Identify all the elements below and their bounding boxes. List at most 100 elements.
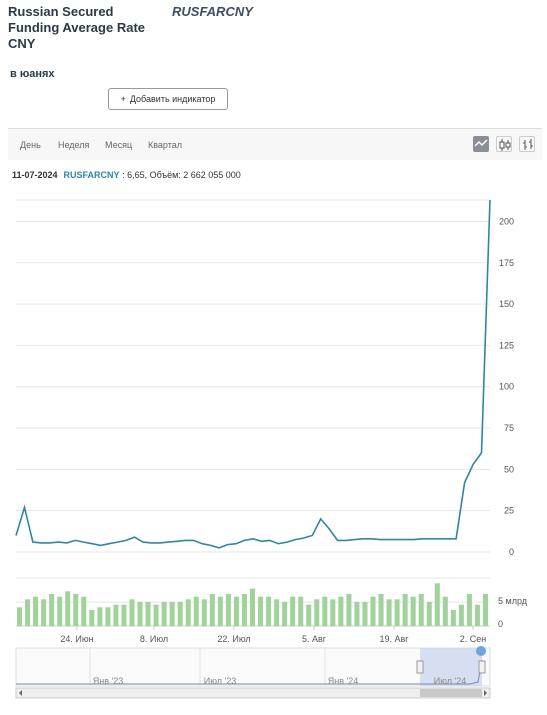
volume-bar [25, 599, 31, 626]
volume-bar [434, 583, 440, 626]
volume-bar [233, 596, 239, 626]
volume-bar [129, 599, 135, 626]
ohlc-bars-icon[interactable] [519, 136, 535, 152]
price-grid: 0 25 50 75 100 125 150 175 200 [16, 199, 514, 557]
scroll-right-icon [484, 690, 487, 696]
timeframe-week[interactable]: Неделя [58, 140, 90, 150]
volume-bar [121, 604, 127, 626]
volume-bar [282, 602, 288, 626]
volume-bar [306, 604, 312, 626]
navigator-frame [15, 647, 491, 687]
volume-bar [442, 596, 448, 626]
add-indicator-button[interactable]: + Добавить индикатор [108, 88, 228, 110]
ticker-symbol: RUSFARCNY [172, 4, 253, 19]
readout-date: 11-07-2024 [12, 170, 58, 180]
volume-bar [450, 610, 456, 626]
x-axis: 24. Июн 8. Июл 22. Июл 5. Авг 19. Авг 2. Сен [60, 626, 486, 644]
navigator-label: Янв '23 [93, 676, 123, 686]
volume-bar [81, 596, 87, 626]
volume-bar [145, 602, 151, 626]
volume-bar [17, 607, 23, 626]
timeframe-day[interactable]: День [20, 140, 41, 150]
navigator-left-handle[interactable] [416, 660, 424, 674]
navigator-selection [420, 648, 482, 686]
page-title: Russian Secured Funding Average Rate CNY [8, 4, 146, 51]
y-tick-label: 200 [499, 216, 514, 226]
price-line-group [15, 199, 491, 549]
timeframe-month[interactable]: Месяц [105, 140, 133, 150]
timeframe-quarter[interactable]: Квартал [148, 140, 183, 150]
volume-bar [354, 602, 360, 626]
currency-subtitle: в юанях [10, 68, 55, 80]
volume-bar [298, 596, 304, 626]
volume-bar [249, 588, 256, 626]
navigator-right-handle[interactable] [478, 660, 486, 674]
volume-bar [193, 596, 199, 626]
volume-bar [330, 599, 336, 626]
candlestick-icon[interactable] [496, 136, 512, 152]
data-point-readout: 11-07-2024 RUSFARCNY : 6,65, Объём: 2 662… [12, 170, 241, 180]
scrollbar-thumb[interactable] [420, 689, 482, 697]
price-series-line [15, 199, 491, 549]
navigator: Янв '23 Июл '23 Янв '24 Июл '24 [15, 646, 491, 699]
volume-bar [258, 596, 264, 626]
volume-bar [169, 602, 175, 626]
line-chart-icon[interactable] [473, 136, 489, 152]
volume-bar [378, 594, 384, 626]
volume-bar [153, 604, 159, 626]
x-tick-label: 19. Авг [379, 634, 409, 644]
volume-bar [41, 599, 47, 626]
volume-bar [314, 599, 320, 626]
chart-toolbar: День Неделя Месяц Квартал [8, 128, 542, 160]
volume-bar [241, 594, 247, 626]
volume-bar [362, 602, 368, 626]
volume-bar [65, 591, 71, 626]
navigator-reset-icon[interactable] [476, 646, 486, 656]
volume-bar [322, 596, 328, 626]
y-tick-label: 50 [504, 464, 514, 474]
volume-bar [97, 607, 103, 626]
scrollbar-track [15, 687, 491, 699]
volume-tick-label: 5 млрд [498, 596, 528, 606]
volume-bar [458, 604, 464, 626]
volume-bar [274, 599, 280, 626]
volume-bar [394, 599, 400, 626]
navigator-series-line [16, 659, 483, 685]
volume-bar [338, 596, 344, 626]
y-tick-label: 25 [504, 506, 514, 516]
y-tick-label: 75 [504, 423, 514, 433]
volume-bar [113, 604, 119, 626]
volume-bar [402, 594, 408, 626]
volume-bar [410, 596, 416, 626]
volume-bar [370, 596, 376, 626]
volume-bar [290, 596, 296, 626]
volume-bar [225, 594, 231, 626]
volume-bar [89, 610, 95, 626]
volume-bar [49, 594, 55, 626]
volume-bar [137, 602, 143, 626]
volume-bar [466, 594, 472, 626]
volume-bars [17, 583, 488, 626]
y-tick-label: 125 [499, 340, 514, 350]
y-tick-label: 150 [499, 299, 514, 309]
volume-bar [105, 607, 111, 626]
x-tick-label: 5. Авг [302, 634, 327, 644]
x-tick-label: 8. Июл [140, 634, 168, 644]
navigator-label: Июл '23 [204, 676, 237, 686]
add-indicator-label: Добавить индикатор [129, 94, 216, 104]
x-tick-label: 24. Июн [60, 634, 93, 644]
navigator-label: Июл '24 [434, 676, 467, 686]
volume-bar [474, 604, 480, 626]
volume-bar [33, 596, 39, 626]
volume-bar [185, 599, 191, 626]
volume-bar [346, 594, 352, 626]
navigator-label: Янв '24 [328, 676, 358, 686]
volume-bar [418, 594, 424, 626]
volume-bar [482, 594, 488, 626]
x-tick-label: 22. Июл [217, 634, 250, 644]
volume-bar [217, 596, 223, 626]
volume-tick-label: 0 [498, 619, 503, 629]
readout-values: : 6,65, Объём: 2 662 055 000 [119, 170, 241, 180]
y-tick-label: 100 [499, 382, 514, 392]
